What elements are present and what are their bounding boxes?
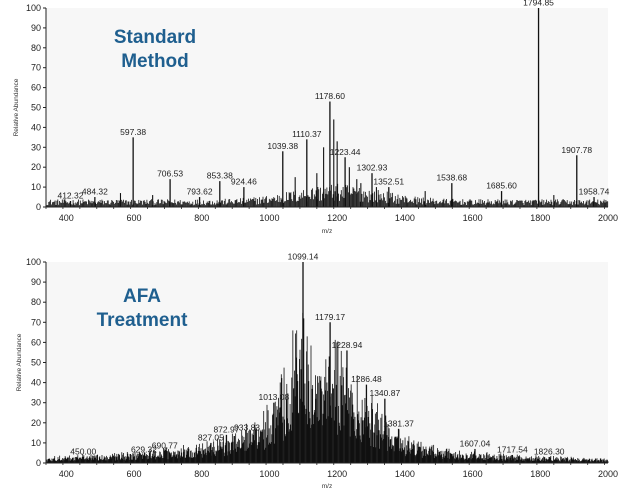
y-tick-label: 40 xyxy=(31,378,41,388)
panel-title-line: Method xyxy=(121,51,189,72)
y-tick-label: 100 xyxy=(26,3,41,13)
peak-label: 1286.48 xyxy=(351,374,382,384)
y-tick-label: 50 xyxy=(31,103,41,113)
peak-label: 450.00 xyxy=(70,446,96,456)
peak-label: 1302.93 xyxy=(357,163,388,173)
y-tick-label: 80 xyxy=(31,43,41,53)
peak-label: 1958.74 xyxy=(579,187,610,197)
x-tick-label: 1000 xyxy=(259,213,279,223)
x-tick-label: 2000 xyxy=(598,469,618,479)
peak-label: 1099.14 xyxy=(288,252,319,262)
x-tick-label: 1200 xyxy=(327,213,347,223)
peak-label: 827.05 xyxy=(198,432,224,442)
x-tick-label: 2000 xyxy=(598,213,618,223)
x-tick-label: 1600 xyxy=(463,469,483,479)
panel-title-line: Standard xyxy=(114,27,196,48)
x-tick-label: 800 xyxy=(194,469,209,479)
y-tick-label: 90 xyxy=(31,277,41,287)
peak-label: 872.97 xyxy=(213,424,239,434)
panel-title-line: Treatment xyxy=(97,310,188,331)
y-tick-label: 80 xyxy=(31,297,41,307)
peak-label: 1381.37 xyxy=(383,418,414,428)
y-tick-label: 70 xyxy=(31,63,41,73)
peak-label: 1223.44 xyxy=(330,147,361,157)
peak-label: 1607.04 xyxy=(460,438,491,448)
y-axis-title: Relative Abundance xyxy=(16,333,23,391)
peak-label: 690.77 xyxy=(152,440,178,450)
peak-label: 1110.37 xyxy=(292,129,322,139)
peak-label: 924.46 xyxy=(231,177,257,187)
x-tick-label: 600 xyxy=(127,469,142,479)
peak-label: 412.32 xyxy=(57,191,83,201)
peak-label: 1340.87 xyxy=(369,388,400,398)
x-tick-label: 1200 xyxy=(327,469,347,479)
y-tick-label: 0 xyxy=(36,458,41,468)
x-tick-label: 600 xyxy=(127,213,142,223)
x-tick-label: 1800 xyxy=(530,213,550,223)
peak-label: 1013.08 xyxy=(259,392,290,402)
x-tick-label: 1600 xyxy=(463,213,483,223)
y-tick-label: 40 xyxy=(31,122,41,132)
y-tick-label: 70 xyxy=(31,317,41,327)
y-tick-label: 10 xyxy=(31,182,41,192)
peak-label: 1178.60 xyxy=(315,91,345,101)
peak-label: 1907.78 xyxy=(561,145,592,155)
peak-label: 629.32 xyxy=(131,444,157,454)
x-tick-label: 400 xyxy=(59,213,74,223)
peak-label: 1685.60 xyxy=(486,181,517,191)
peak-label: 933.83 xyxy=(234,422,260,432)
y-tick-label: 30 xyxy=(31,398,41,408)
peak-label: 706.53 xyxy=(157,169,183,179)
y-tick-label: 60 xyxy=(31,337,41,347)
peak-label: 597.38 xyxy=(120,127,146,137)
peak-label: 1352.51 xyxy=(373,177,404,187)
y-axis-title: Relative Abundance xyxy=(13,78,20,136)
peak-label: 1228.94 xyxy=(332,340,363,350)
y-tick-label: 20 xyxy=(31,162,41,172)
y-tick-label: 100 xyxy=(26,257,41,267)
peak-label: 1717.54 xyxy=(497,444,528,454)
y-tick-label: 0 xyxy=(36,202,41,212)
x-tick-label: 1400 xyxy=(395,469,415,479)
x-tick-label: 1800 xyxy=(530,469,550,479)
peak-label: 853.38 xyxy=(207,171,233,181)
peak-label: 1826.30 xyxy=(534,446,565,456)
peak-label: 1179.17 xyxy=(315,312,345,322)
y-tick-label: 50 xyxy=(31,358,41,368)
peak-label: 1039.38 xyxy=(267,141,298,151)
peak-label: 1794.85 xyxy=(523,0,554,8)
y-tick-label: 30 xyxy=(31,142,41,152)
panel-title-line: AFA xyxy=(123,286,161,307)
spectrum-noise xyxy=(46,312,609,463)
x-axis-title: m/z xyxy=(322,228,332,235)
y-tick-label: 60 xyxy=(31,83,41,93)
y-tick-label: 90 xyxy=(31,23,41,33)
x-axis-title: m/z xyxy=(322,483,332,490)
peak-label: 793.62 xyxy=(187,187,213,197)
x-tick-label: 1400 xyxy=(395,213,415,223)
plot-area xyxy=(46,8,608,207)
peak-label: 1538.68 xyxy=(436,173,467,183)
y-tick-label: 20 xyxy=(31,418,41,428)
y-tick-label: 10 xyxy=(31,438,41,448)
peak-label: 484.32 xyxy=(82,187,108,197)
x-tick-label: 800 xyxy=(194,213,209,223)
x-tick-label: 400 xyxy=(59,469,74,479)
x-tick-label: 1000 xyxy=(259,469,279,479)
